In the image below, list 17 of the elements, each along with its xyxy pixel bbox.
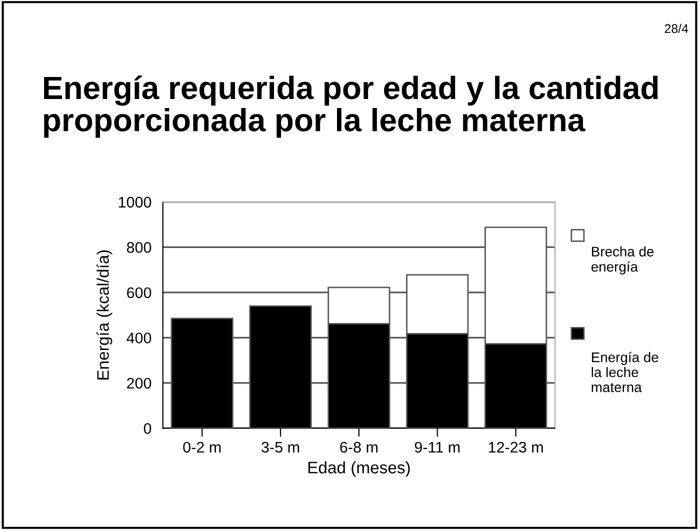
legend-label: Brecha de energía [591, 246, 654, 274]
y-tick-label: 0 [144, 423, 152, 434]
y-tick-label: 200 [127, 378, 152, 389]
text: Energía de la leche materna [592, 352, 658, 392]
y-tick-label: 800 [126, 242, 152, 253]
x-axis-title: Edad (meses) [308, 461, 410, 477]
x-tick-label: 12-23 m [488, 442, 543, 453]
chart-title: Energía requerida por edad y la cantidad proporcionada por la leche materna [44, 76, 658, 138]
text: 28/4 [664, 24, 688, 34]
x-tick-label: 9-11 m [414, 442, 460, 453]
y-tick-label: 400 [126, 332, 152, 344]
y-tick-label: 600 [127, 287, 152, 298]
y-tick-label: 1000 [118, 196, 152, 208]
y-axis-title: Energía (kcal/día) [96, 250, 112, 380]
x-tick-label: 3-5 m [262, 442, 300, 453]
x-tick-label: 0-2 m [183, 442, 221, 453]
x-tick-label: 6-8 m [340, 442, 378, 453]
